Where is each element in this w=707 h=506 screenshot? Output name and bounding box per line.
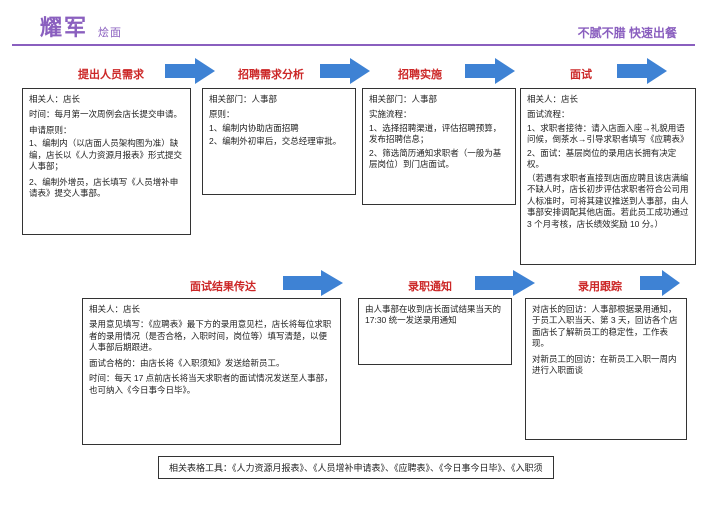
text: 相关表格工具：《人力资源月报表》、《人员增补申请表》、《应聘表》、《今日事今日毕… (169, 463, 543, 473)
heading-step4: 面试 (570, 66, 592, 82)
text: 2、筛选简历通知求职者（一般为基层岗位）到门店面试。 (369, 148, 501, 169)
heading-step6: 录职通知 (408, 278, 452, 294)
text: 时间：每天 17 点前店长将当天求职者的面试情况发送至人事部，也可纳入《今日事今… (89, 373, 333, 394)
footer-tools-box: 相关表格工具：《人力资源月报表》、《人员增补申请表》、《应聘表》、《今日事今日毕… (158, 456, 554, 479)
text: 时间：每月第一次周例会店长提交申请。 (29, 109, 182, 119)
heading-step3: 招聘实施 (398, 66, 442, 82)
text: 对店长的回访：人事部根据录用通知，于员工入职当天、第 3 天，回访各个店面店长了… (532, 304, 677, 348)
text: 原则： (209, 109, 349, 120)
text: 申请原则： (29, 125, 184, 136)
box-step2: 相关部门：人事部 原则： 1、编制内协助店面招聘 2、编制外初审后，交总经理审批… (202, 88, 356, 195)
text: 录用意见填写：《应聘表》最下方的录用意见栏，店长将每位求职者的录用情况（是否合格… (89, 319, 331, 352)
box-step5: 相关人：店长 录用意见填写：《应聘表》最下方的录用意见栏，店长将每位求职者的录用… (82, 298, 341, 445)
brand-tagline: 不腻不腊 快速出餐 (578, 24, 677, 41)
text: 2、面试：基层岗位的录用店长拥有决定权。 (527, 148, 689, 171)
box-step6: 由人事部在收到店长面试结果当天的 17:30 统一发送录用通知 (358, 298, 512, 365)
text: 1、求职者接待：请入店面入座→礼貌用语问候，倒茶水→引导求职者填写《应聘表》 (527, 123, 689, 146)
arrow-icon (320, 56, 370, 86)
heading-step7: 录用跟踪 (578, 278, 622, 294)
text: 相关部门：人事部 (209, 94, 349, 105)
box-step3: 相关部门：人事部 实施流程： 1、选择招聘渠道，评估招聘预算，发布招聘信息； 2… (362, 88, 516, 205)
heading-step5: 面试结果传达 (190, 278, 256, 294)
text: 1、选择招聘渠道，评估招聘预算，发布招聘信息； (369, 123, 509, 146)
text: 由人事部在收到店长面试结果当天的 17:30 统一发送录用通知 (365, 304, 501, 325)
text: 面试流程： (527, 109, 689, 120)
box-step4: 相关人：店长 面试流程： 1、求职者接待：请入店面入座→礼貌用语问候，倒茶水→引… (520, 88, 696, 265)
text: 2、编制外初审后，交总经理审批。 (209, 136, 341, 146)
heading-step1: 提出人员需求 (78, 66, 144, 82)
box-step1: 相关人：店长 时间：每月第一次周例会店长提交申请。 申请原则： 1、编制内（以店… (22, 88, 191, 235)
arrow-icon (165, 56, 215, 86)
text: 相关人：店长 (527, 94, 689, 105)
text: 对新员工的回访：在新员工入职一周内进行入职面谈 (532, 354, 677, 375)
text: （若遇有求职者直接到店面应聘且该店满编不缺人时，店长初步评估求职者符合公司用人标… (527, 173, 689, 229)
brand-sub: 烩面 (98, 24, 122, 40)
arrow-icon (465, 56, 515, 86)
text: 相关人：店长 (89, 304, 334, 315)
text: 面试合格的：由店长将《入职须知》发送给新员工。 (89, 358, 285, 368)
text: 相关部门：人事部 (369, 94, 509, 105)
text: 1、编制内协助店面招聘 (209, 123, 349, 134)
box-step7: 对店长的回访：人事部根据录用通知，于员工入职当天、第 3 天，回访各个店面店长了… (525, 298, 687, 440)
text: 相关人：店长 (29, 94, 184, 105)
arrow-icon (283, 268, 343, 298)
text: 1、编制内（以店面人员架构图为准）缺编，店长以《人力资源月报表》形式提交人事部； (29, 138, 182, 171)
heading-step2: 招聘需求分析 (238, 66, 304, 82)
arrow-icon (475, 268, 535, 298)
arrow-icon (640, 268, 680, 298)
text: 实施流程： (369, 109, 509, 120)
brand-main: 耀军 (40, 10, 88, 42)
text: 2、编制外增员，店长填写《人员增补申请表》提交人事部。 (29, 177, 178, 198)
flowchart-canvas: 提出人员需求 招聘需求分析 招聘实施 面试 相关人：店长 时间：每月第一次周例会… (0, 46, 707, 506)
arrow-icon (617, 56, 667, 86)
page-header: 耀军 烩面 不腻不腊 快速出餐 (12, 6, 695, 46)
